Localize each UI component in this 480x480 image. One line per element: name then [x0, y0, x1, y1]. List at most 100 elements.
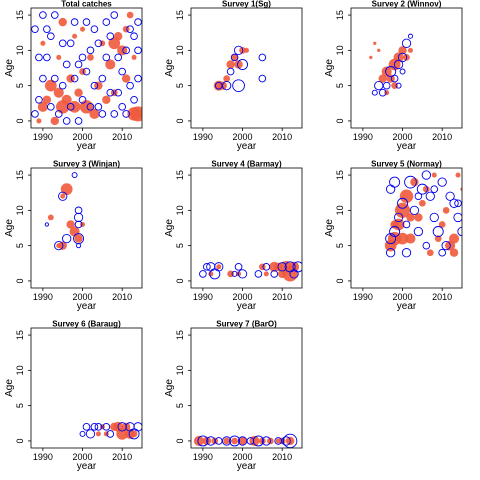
predicted-point	[254, 270, 263, 278]
predicted-point	[230, 53, 239, 62]
predicted-point	[449, 198, 459, 208]
predicted-point	[35, 53, 43, 62]
y-tick-label: 15	[15, 330, 25, 340]
x-tick-label: 2000	[73, 452, 93, 462]
predicted-point	[58, 81, 67, 90]
y-tick-label: 10	[15, 205, 25, 215]
observed-point	[108, 37, 121, 50]
predicted-point	[382, 81, 391, 90]
y-tick-label: 5	[175, 243, 185, 248]
predicted-point	[94, 39, 103, 48]
data-marks	[193, 433, 298, 448]
predicted-point	[122, 46, 130, 55]
panel-title: Total catches	[61, 0, 112, 9]
x-tick-label: 2010	[112, 292, 132, 302]
predicted-point	[292, 261, 302, 273]
panel-1: Total catches 1990 2000 2010 0 5 10 15 year Age	[4, 0, 143, 152]
predicted-point	[231, 270, 238, 277]
predicted-point	[203, 263, 211, 271]
predicted-point	[66, 39, 75, 48]
observed-point	[216, 264, 222, 270]
observed-point	[95, 431, 101, 437]
y-axis-label: Age	[164, 59, 175, 77]
predicted-point	[43, 53, 51, 62]
predicted-point	[222, 436, 232, 446]
predicted-point	[74, 117, 83, 125]
observed-point	[94, 81, 103, 90]
observed-point	[50, 116, 59, 126]
predicted-point	[421, 170, 431, 180]
observed-point	[44, 79, 57, 92]
observed-point	[378, 74, 387, 83]
observed-point	[61, 94, 72, 105]
predicted-point	[117, 422, 127, 432]
x-tick-label: 2010	[432, 292, 452, 302]
y-axis-label: Age	[324, 219, 335, 237]
predicted-point	[416, 183, 428, 195]
observed-point	[289, 261, 300, 272]
observed-point	[79, 68, 86, 75]
predicted-point	[94, 103, 103, 111]
predicted-point	[385, 66, 397, 78]
predicted-point	[422, 241, 431, 250]
x-axis-label: year	[77, 461, 97, 472]
predicted-point	[246, 437, 255, 445]
y-tick-label: 5	[335, 243, 345, 248]
observed-point	[410, 177, 419, 187]
predicted-point	[43, 25, 51, 33]
predicted-point	[441, 240, 451, 251]
predicted-point	[39, 11, 47, 19]
predicted-point	[106, 88, 115, 97]
predicted-point	[397, 197, 409, 209]
observed-point	[103, 431, 109, 437]
predicted-point	[432, 226, 444, 238]
y-axis-label: Age	[4, 59, 15, 77]
predicted-point	[402, 220, 411, 229]
observed-point	[42, 95, 52, 104]
x-tick-label: 1990	[33, 132, 53, 142]
predicted-point	[385, 248, 396, 258]
predicted-point	[62, 60, 71, 69]
x-axis-label: year	[397, 301, 417, 312]
observed-point	[396, 232, 409, 245]
data-marks	[213, 45, 267, 92]
panel-8: Survey 7 (BarO) 1990 2000 2010 0 5 10 15 year Age	[164, 320, 303, 472]
predicted-point	[86, 46, 95, 55]
predicted-point	[90, 81, 99, 90]
predicted-point	[397, 52, 408, 63]
predicted-point	[126, 81, 134, 90]
y-tick-label: 0	[15, 278, 25, 283]
x-tick-label: 2000	[73, 292, 93, 302]
y-tick-label: 10	[175, 365, 185, 375]
predicted-point	[399, 68, 406, 75]
predicted-point	[437, 177, 447, 187]
y-tick-label: 0	[175, 278, 185, 283]
predicted-point	[74, 220, 83, 229]
predicted-point	[130, 95, 138, 104]
observed-point	[384, 90, 390, 96]
x-axis-label: year	[237, 141, 257, 152]
observed-point	[238, 436, 247, 446]
predicted-point	[430, 185, 439, 193]
observed-point	[231, 437, 238, 445]
observed-point	[438, 221, 446, 228]
data-marks	[199, 260, 302, 282]
observed-point	[223, 437, 231, 445]
predicted-point	[31, 110, 39, 118]
observed-point	[40, 40, 46, 46]
observed-point	[68, 100, 81, 113]
predicted-point	[118, 67, 126, 76]
predicted-point	[82, 18, 91, 26]
predicted-point	[74, 206, 83, 215]
observed-point	[102, 95, 111, 104]
predicted-point	[438, 248, 446, 257]
observed-point	[56, 54, 62, 60]
predicted-point	[35, 95, 43, 104]
x-tick-label: 2010	[112, 452, 132, 462]
observed-point	[66, 74, 75, 83]
observed-point	[234, 60, 243, 69]
observed-point	[105, 59, 116, 70]
predicted-point	[134, 74, 142, 83]
observed-point	[434, 235, 442, 242]
